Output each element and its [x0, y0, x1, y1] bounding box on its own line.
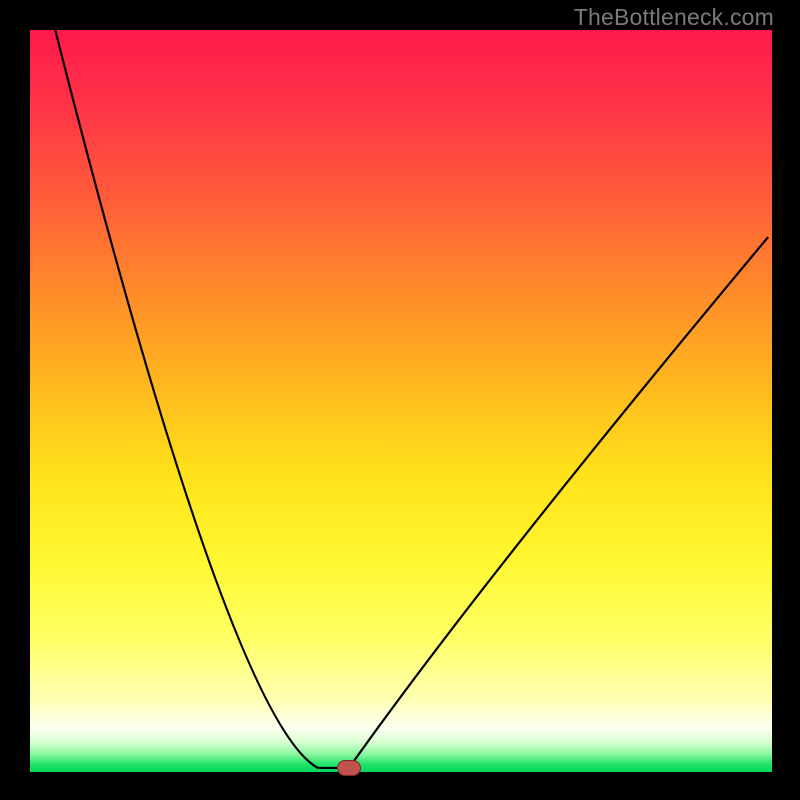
watermark-text: TheBottleneck.com: [574, 4, 774, 31]
optimum-marker: [337, 760, 361, 776]
chart-frame: TheBottleneck.com: [0, 0, 800, 800]
bottleneck-curve: [30, 30, 772, 772]
